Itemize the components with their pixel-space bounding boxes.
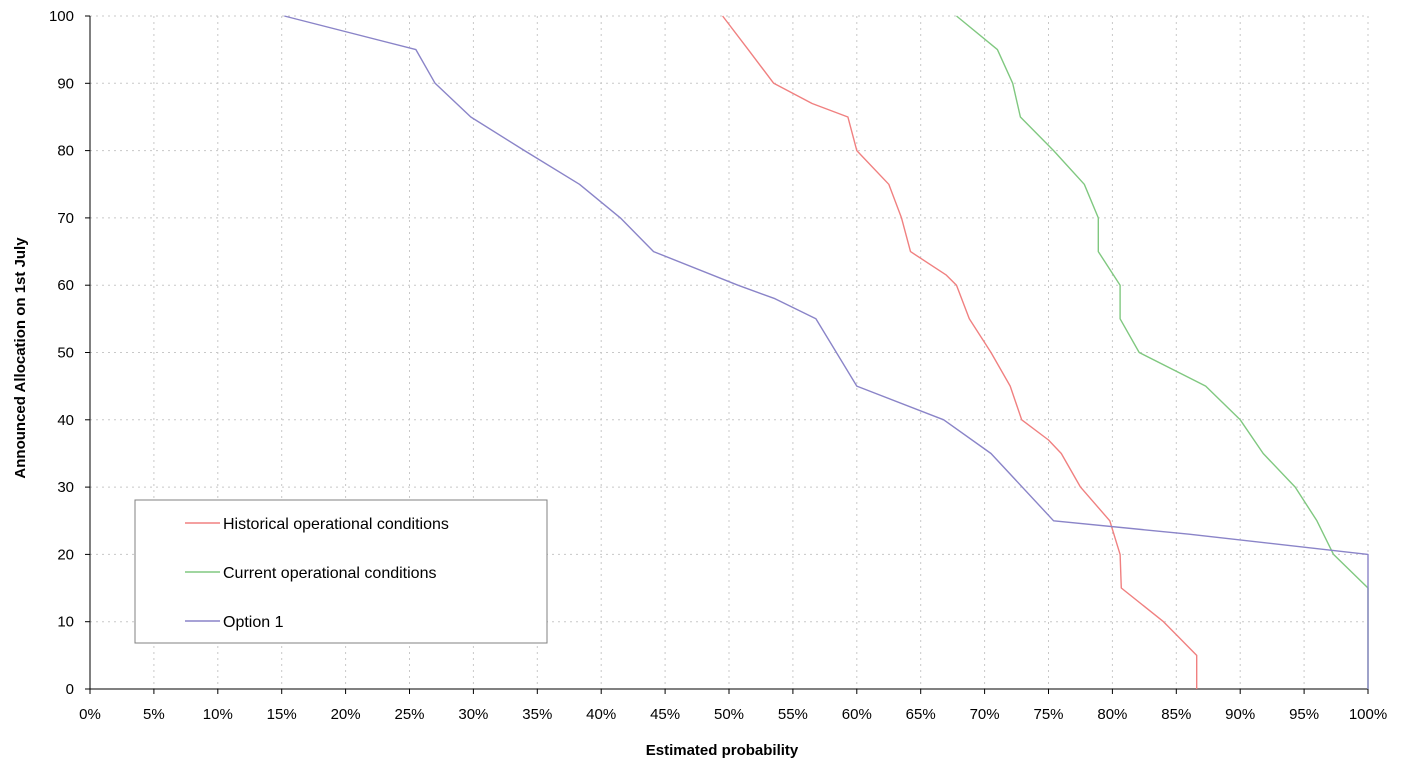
y-tick-labels: 0 10 20 30 40 50 60 70 80 90 100 <box>49 8 74 698</box>
y-tick-label: 30 <box>57 479 74 496</box>
series-line-3 <box>284 15 1369 689</box>
series-line-2 <box>956 15 1369 689</box>
legend-label-3: Option 1 <box>223 614 284 631</box>
y-tick-label: 40 <box>57 412 74 429</box>
x-tick-label: 20% <box>331 706 361 723</box>
x-tick-label: 35% <box>522 706 552 723</box>
axes <box>85 15 1369 694</box>
x-tick-label: 50% <box>714 706 744 723</box>
x-tick-label: 10% <box>203 706 233 723</box>
y-tick-label: 0 <box>66 681 74 698</box>
x-tick-label: 100% <box>1349 706 1387 723</box>
y-tick-label: 50 <box>57 345 74 362</box>
y-axis-title: Announced Allocation on 1st July <box>12 237 29 479</box>
x-tick-label: 40% <box>586 706 616 723</box>
series-lines <box>284 15 1369 689</box>
x-tick-label: 30% <box>458 706 488 723</box>
x-tick-label: 60% <box>842 706 872 723</box>
x-tick-label: 45% <box>650 706 680 723</box>
x-tick-labels: 0% 5% 10% 15% 20% 25% 30% 35% 40% 45% 50% 55% 60% 65%… <box>79 706 1387 723</box>
y-tick-label: 60 <box>57 277 74 294</box>
y-tick-label: 80 <box>57 143 74 160</box>
x-tick-label: 95% <box>1289 706 1319 723</box>
x-axis-title: Estimated probability <box>646 742 799 759</box>
legend: Historical operational conditions Current… <box>134 499 548 644</box>
x-tick-label: 25% <box>394 706 424 723</box>
legend-box <box>134 499 548 644</box>
legend-label-2: Current operational conditions <box>223 565 436 582</box>
y-tick-label: 10 <box>57 614 74 631</box>
x-tick-label: 85% <box>1161 706 1191 723</box>
y-tick-label: 100 <box>49 8 74 25</box>
x-tick-label: 90% <box>1225 706 1255 723</box>
x-tick-label: 80% <box>1097 706 1127 723</box>
x-tick-label: 15% <box>267 706 297 723</box>
legend-label-1: Historical operational conditions <box>223 516 449 533</box>
x-tick-label: 75% <box>1033 706 1063 723</box>
y-tick-label: 20 <box>57 546 74 563</box>
x-tick-label: 55% <box>778 706 808 723</box>
y-tick-label: 70 <box>57 210 74 227</box>
grid-lines <box>90 15 1369 689</box>
x-tick-label: 65% <box>906 706 936 723</box>
series-line-1 <box>722 15 1198 689</box>
x-tick-label: 0% <box>79 706 101 723</box>
y-tick-label: 90 <box>57 75 74 92</box>
x-tick-label: 5% <box>143 706 165 723</box>
x-tick-label: 70% <box>970 706 1000 723</box>
